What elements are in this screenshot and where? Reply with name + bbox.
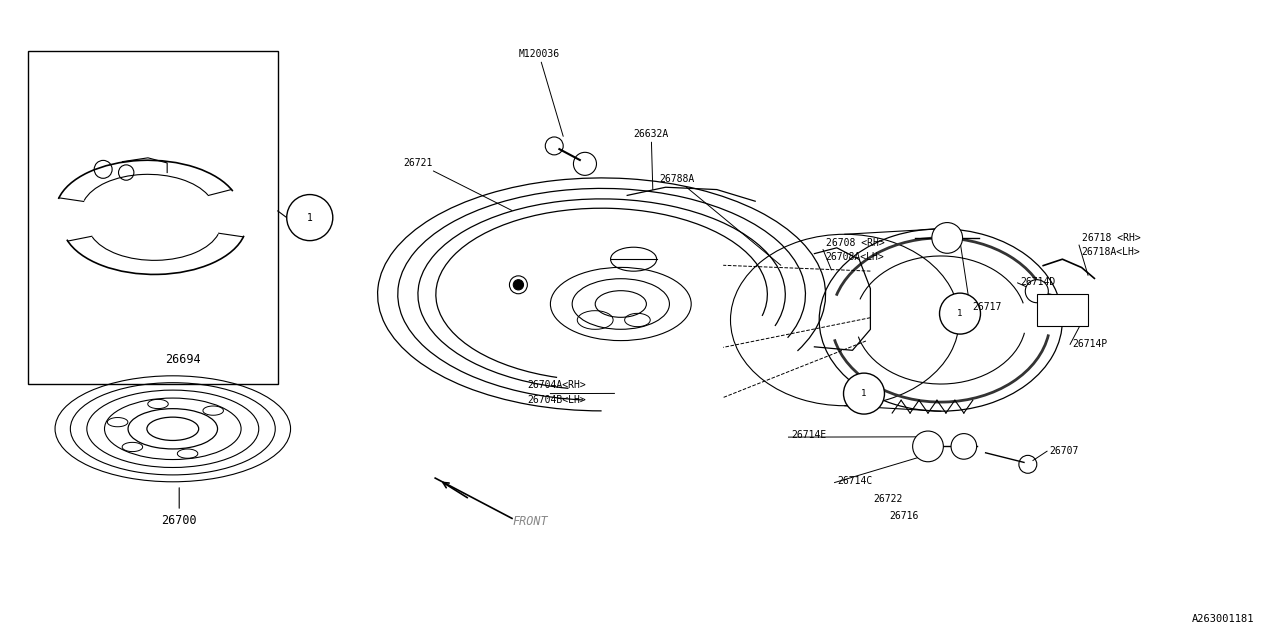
Text: 26714C: 26714C (837, 476, 873, 486)
Text: 26632A: 26632A (634, 129, 669, 189)
Text: 26716: 26716 (890, 511, 919, 522)
Bar (1037, 294, 1088, 326)
Text: 26718 <RH>: 26718 <RH> (1082, 233, 1140, 243)
Text: A263001181: A263001181 (1192, 614, 1254, 624)
Text: 26721: 26721 (403, 158, 512, 211)
Ellipse shape (913, 431, 943, 462)
Ellipse shape (287, 195, 333, 241)
Text: 26704B<LH>: 26704B<LH> (527, 395, 586, 405)
Text: 26788A: 26788A (659, 174, 781, 265)
Text: 26722: 26722 (873, 494, 902, 504)
Text: 1: 1 (307, 212, 312, 223)
Text: 1: 1 (957, 309, 963, 318)
Text: FRONT: FRONT (512, 515, 548, 528)
Text: 26717: 26717 (973, 302, 1002, 312)
Text: 26704A<RH>: 26704A<RH> (527, 380, 586, 390)
Text: 26708A<LH>: 26708A<LH> (826, 252, 884, 262)
Text: 26714P: 26714P (1073, 339, 1108, 349)
Text: 26708 <RH>: 26708 <RH> (826, 238, 884, 248)
Text: 26700: 26700 (161, 488, 197, 527)
Text: 26714D: 26714D (1020, 276, 1056, 287)
Bar (28, 51, 278, 384)
Ellipse shape (940, 293, 980, 334)
Ellipse shape (951, 434, 977, 460)
Text: 26707: 26707 (1050, 446, 1079, 456)
Ellipse shape (932, 223, 963, 253)
Text: 26694: 26694 (165, 353, 201, 366)
Ellipse shape (513, 280, 524, 290)
Text: 1: 1 (861, 389, 867, 398)
Ellipse shape (844, 373, 884, 414)
Text: M120036: M120036 (518, 49, 563, 136)
Text: 26714E: 26714E (791, 430, 827, 440)
Text: 26718A<LH>: 26718A<LH> (1082, 247, 1140, 257)
Ellipse shape (1025, 280, 1048, 303)
